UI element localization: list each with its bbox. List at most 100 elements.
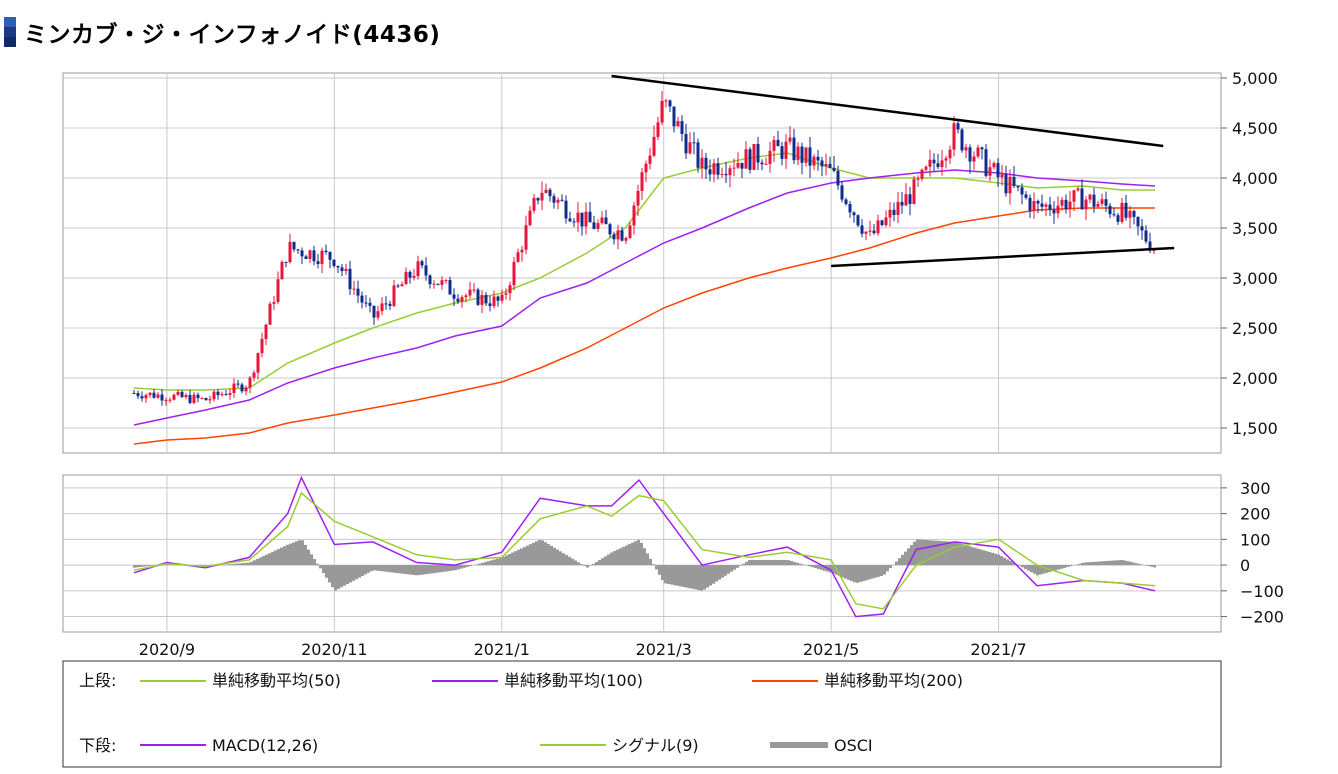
osci-bar [517,549,520,566]
osci-bar [1006,559,1009,566]
osci-bar [961,544,964,566]
candle-body [372,305,376,318]
x-tick-label: 2021/3 [636,640,692,659]
legend-frame [62,660,1222,768]
osci-bar [394,565,397,573]
osci-bar [598,560,601,566]
candle-body [708,169,712,175]
candle-body [176,391,180,395]
osci-bar [565,554,568,566]
candle-body [488,303,492,307]
candle-body [1028,197,1032,211]
candle-body [1124,202,1128,218]
candle-body [340,267,344,272]
candle-body [728,168,732,176]
osci-bar [592,563,595,566]
price-y-tick-label: 2,500 [1232,319,1278,338]
osci-bar [853,565,856,583]
osci-bar [1030,565,1033,573]
candle-body [528,210,532,226]
osci-bar [793,561,796,566]
x-axis: 2020/9 2020/11 2021/1 2021/3 2021/5 2021/7 [139,640,1027,659]
osci-bar [790,561,793,566]
osci-bar [469,565,472,567]
osci-bar [139,565,142,567]
candle-body [636,190,640,206]
candle-body [136,393,140,397]
price-y-tick-label: 3,500 [1232,219,1278,238]
osci-bar [781,559,784,566]
osci-bar [1132,562,1135,566]
osci-bar [445,565,448,572]
candle-body [428,275,432,285]
osci-bar [562,553,565,566]
osci-bar [784,559,787,566]
osci-bar [250,561,253,566]
osci-bar [925,539,928,566]
candle-body [596,223,600,229]
candle-body [456,298,460,302]
osci-bar [862,565,865,582]
candle-body [248,377,252,388]
candle-body [572,221,576,223]
candle-body [612,234,616,240]
osci-bar [625,545,628,566]
osci-bar [751,559,754,566]
candle-body [868,230,872,232]
osci-bar [481,562,484,566]
osci-bar [370,565,373,572]
candle-body [172,394,176,400]
osci-bar [490,560,493,566]
candle-body [948,149,952,159]
osci-bar [997,554,1000,566]
osci-bar [796,562,799,566]
osci-bar [949,541,952,566]
osci-bar [934,540,937,566]
osci-bar [847,565,850,580]
candle-body [208,399,212,401]
osci-bar [859,565,862,582]
osci-bar [418,565,421,576]
osci-bar [736,565,739,568]
osci-bar [679,565,682,587]
candle-body [756,144,760,163]
candle-body [464,295,468,298]
osci-bar [673,565,676,586]
osci-bar [1102,561,1105,566]
osci-bar [1105,561,1108,566]
osci-bar [289,543,292,566]
legend-item-label: シグナル(9) [612,736,699,755]
macd-y-tick-label: 100 [1240,530,1271,549]
osci-bar [424,565,427,575]
osci-bar [1012,562,1015,566]
candle-body [672,106,676,127]
osci-bar [301,540,304,566]
candle-body [360,295,364,303]
candle-body [744,149,748,169]
osci-bar [841,565,844,578]
osci-bar [460,565,463,569]
candle-body [188,395,192,403]
osci-bar [226,564,229,566]
candle-body [216,391,220,396]
candle-body [972,156,976,162]
osci-bar [586,565,589,568]
osci-bar [358,565,361,578]
candle-body [904,194,908,206]
osci-bar [448,565,451,572]
candle-body [836,170,840,186]
candle-body [252,372,256,378]
osci-bar [676,565,679,586]
osci-bar [136,565,139,568]
osci-bar [343,565,346,586]
candle-body [328,252,332,260]
osci-bar [1153,565,1156,568]
candle-body [1052,209,1056,214]
osci-bar [616,549,619,566]
osci-bar [484,561,487,566]
osci-bar [313,559,316,566]
candle-body [220,394,224,396]
osci-bar [898,558,901,566]
osci-bar [1135,563,1138,566]
candle-body [980,147,984,150]
